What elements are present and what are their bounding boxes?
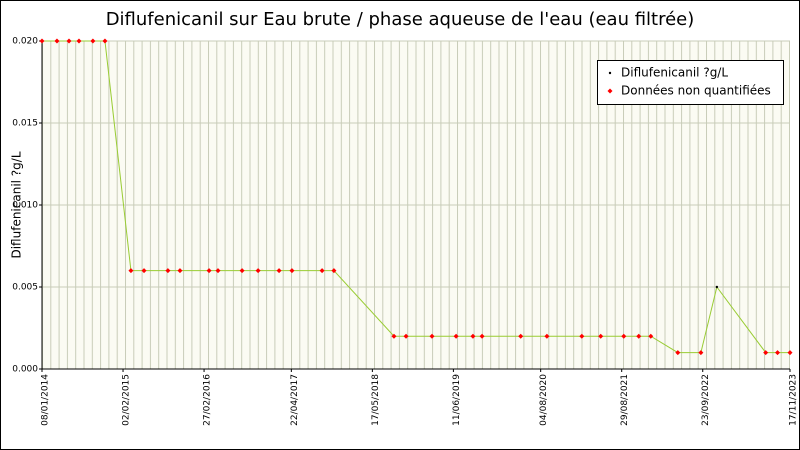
legend-swatch — [607, 88, 613, 94]
non-quantified-point — [518, 333, 524, 339]
non-quantified-point — [391, 333, 397, 339]
non-quantified-point — [479, 333, 485, 339]
legend-label: Diflufenicanil ?g/L — [621, 66, 728, 80]
non-quantified-point — [90, 38, 96, 44]
non-quantified-point — [698, 350, 704, 356]
y-axis-label: Diflufenicanil ?g/L — [10, 151, 24, 258]
y-tick-label: 0.015 — [12, 119, 38, 129]
x-tick-label: 04/08/2020 — [539, 374, 549, 426]
chart-title: Diflufenicanil sur Eau brute / phase aqu… — [106, 9, 695, 30]
x-tick-label: 22/04/2017 — [290, 374, 300, 426]
y-tick-label: 0.005 — [12, 283, 38, 293]
non-quantified-point — [621, 333, 627, 339]
non-quantified-point — [239, 268, 245, 274]
x-tick-label: 02/02/2015 — [122, 374, 132, 426]
non-quantified-point — [206, 268, 212, 274]
non-quantified-point — [787, 350, 793, 356]
non-quantified-point — [165, 268, 171, 274]
non-quantified-point — [579, 333, 585, 339]
non-quantified-point — [403, 333, 409, 339]
non-quantified-point — [54, 38, 60, 44]
non-quantified-point — [544, 333, 550, 339]
non-quantified-point — [177, 268, 183, 274]
non-quantified-point — [141, 268, 147, 274]
y-tick-label: 0.000 — [12, 365, 38, 375]
non-quantified-point — [331, 268, 337, 274]
non-quantified-point — [636, 333, 642, 339]
non-quantified-point — [215, 268, 221, 274]
non-quantified-point — [470, 333, 476, 339]
non-quantified-point — [66, 38, 72, 44]
non-quantified-point — [675, 350, 681, 356]
non-quantified-point — [39, 38, 45, 44]
non-quantified-point — [598, 333, 604, 339]
legend-label: Données non quantifiées — [621, 84, 771, 98]
x-tick-label: 17/11/2023 — [789, 374, 799, 426]
x-tick-label: 23/09/2022 — [701, 374, 711, 426]
non-quantified-point — [319, 268, 325, 274]
legend-swatch — [608, 71, 612, 75]
non-quantified-point — [128, 268, 134, 274]
x-tick-label: 17/05/2018 — [371, 374, 381, 426]
non-quantified-point — [289, 268, 295, 274]
x-tick-label: 27/02/2016 — [203, 374, 213, 426]
data-point — [715, 285, 719, 289]
legend-box — [597, 60, 784, 105]
non-quantified-point — [429, 333, 435, 339]
non-quantified-point — [648, 333, 654, 339]
non-quantified-point — [763, 350, 769, 356]
non-quantified-point — [255, 268, 261, 274]
y-tick-label: 0.010 — [12, 201, 38, 211]
x-tick-label: 11/06/2019 — [452, 374, 462, 426]
non-quantified-point — [453, 333, 459, 339]
non-quantified-point — [775, 350, 781, 356]
non-quantified-point — [76, 38, 82, 44]
non-quantified-point — [102, 38, 108, 44]
x-tick-label: 29/08/2021 — [620, 374, 630, 426]
x-tick-label: 08/01/2014 — [41, 374, 51, 426]
y-tick-label: 0.020 — [12, 37, 38, 47]
non-quantified-point — [276, 268, 282, 274]
